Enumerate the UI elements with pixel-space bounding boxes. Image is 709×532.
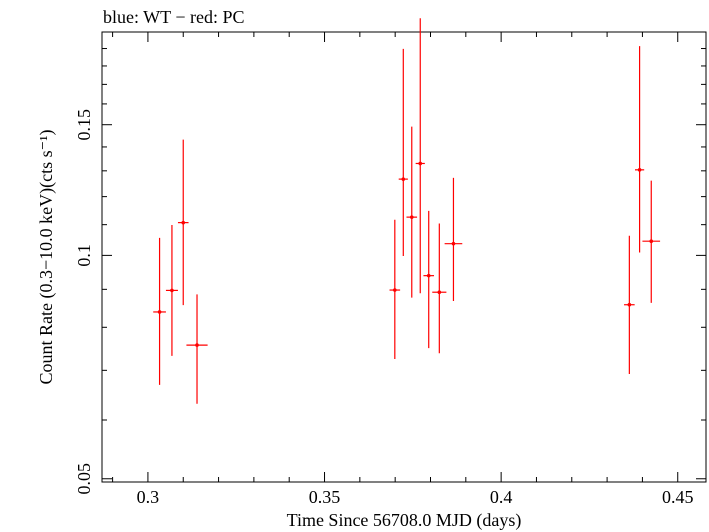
data-marker: [157, 310, 162, 314]
data-point: [415, 18, 425, 294]
data-marker: [637, 168, 642, 172]
data-marker: [451, 241, 456, 246]
data-point: [432, 223, 447, 354]
x-tick-label: 0.45: [662, 487, 694, 507]
x-tick-label: 0.4: [490, 487, 513, 507]
data-point: [398, 48, 408, 257]
y-tick-label: 0.05: [74, 463, 94, 495]
data-marker: [409, 215, 414, 219]
data-point: [642, 180, 661, 303]
data-point: [153, 237, 166, 385]
x-tick-label: 0.35: [309, 487, 341, 507]
data-point: [635, 46, 645, 253]
data-point: [165, 224, 178, 356]
data-point: [177, 139, 189, 306]
data-marker: [401, 177, 406, 181]
y-axis-label: Count Rate (0.3−10.0 keV)(cts s⁻¹): [36, 129, 57, 384]
data-marker: [426, 273, 431, 278]
data-marker: [418, 161, 423, 166]
y-tick-label: 0.1: [74, 244, 94, 267]
data-marker: [195, 343, 199, 347]
data-marker: [649, 239, 654, 243]
x-axis: 0.3 0.35 0.4 0.45: [112, 32, 694, 507]
data-point: [406, 126, 418, 298]
plot-frame: [101, 31, 707, 483]
data-points: [153, 18, 661, 404]
data-point: [186, 294, 208, 404]
data-point: [444, 177, 463, 302]
data-point: [423, 210, 435, 349]
chart-title: blue: WT − red: PC: [103, 7, 244, 27]
data-marker: [181, 220, 186, 225]
y-axis: 0.05 0.1 0.15: [74, 31, 706, 495]
data-marker: [170, 288, 174, 293]
data-marker: [627, 302, 632, 307]
y-tick-label: 0.15: [74, 109, 94, 141]
x-tick-label: 0.3: [137, 487, 160, 507]
x-axis-label: Time Since 56708.0 MJD (days): [287, 510, 522, 531]
data-point: [389, 219, 401, 360]
data-point: [624, 235, 635, 375]
data-marker: [437, 290, 442, 295]
data-marker: [393, 288, 397, 292]
